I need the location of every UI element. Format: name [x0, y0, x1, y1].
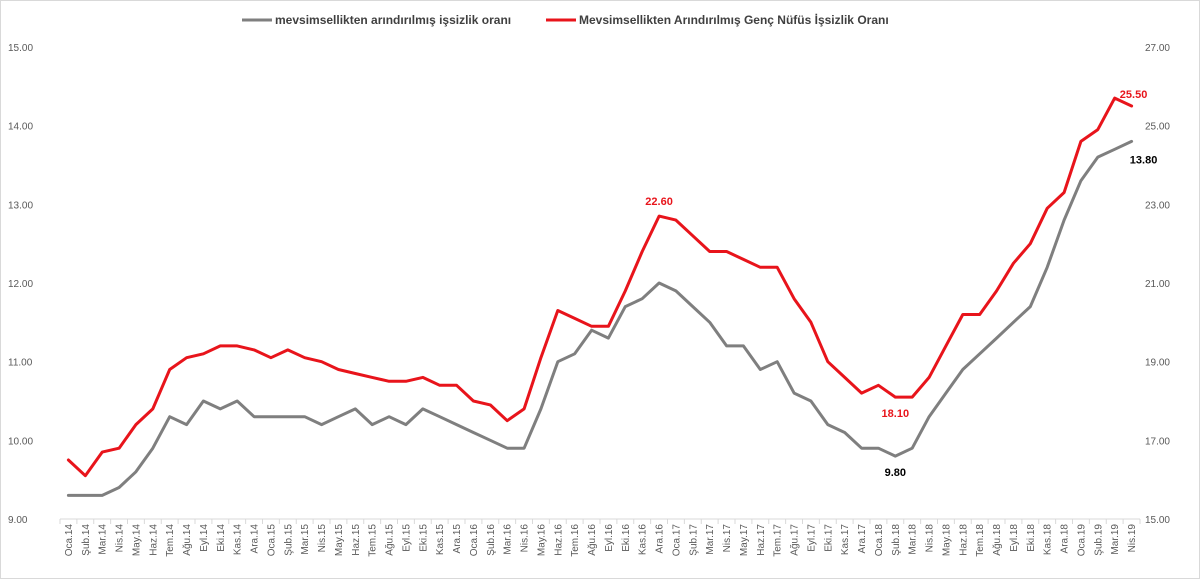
x-tick-label: Tem.14: [165, 524, 176, 557]
x-tick-label: Kas.17: [840, 524, 851, 556]
x-tick-label: Mar.16: [503, 524, 514, 555]
data-label: 18.10: [882, 408, 910, 420]
x-tick-label: May.18: [941, 524, 952, 556]
x-tick-label: May.15: [334, 524, 345, 556]
x-tick-label: Kas.16: [638, 524, 649, 556]
x-tick-label: Ağu.17: [790, 524, 801, 556]
x-tick-label: Eki.17: [823, 524, 834, 552]
x-tick-label: Mar.14: [98, 524, 109, 555]
x-tick-label: Tem.17: [773, 524, 784, 557]
x-tick-label: Eki.14: [216, 524, 227, 552]
youth-unemployment-rate-line: [66, 96, 1134, 478]
x-tick-label: Ağu.18: [992, 524, 1003, 556]
data-label: 25.50: [1120, 89, 1148, 101]
left-tick-label: 13.00: [8, 200, 33, 211]
x-tick-label: Ara.17: [857, 524, 868, 554]
x-tick-label: Oca.17: [671, 524, 682, 557]
x-tick-label: Eki.18: [1026, 524, 1037, 552]
left-tick-label: 15.00: [8, 43, 33, 54]
x-tick-label: May.16: [536, 524, 547, 556]
x-tick-label: Ağu.15: [385, 524, 396, 556]
left-tick-label: 11.00: [8, 358, 33, 369]
x-tick-label: Kas.14: [233, 524, 244, 556]
legend: mevsimsellikten arındırılmış işsizlik or…: [242, 12, 889, 27]
x-tick-label: Ara.16: [655, 524, 666, 554]
x-tick-label: Haz.18: [958, 524, 969, 556]
x-tick-label: Tem.16: [570, 524, 581, 557]
x-tick-label: Şub.15: [283, 524, 294, 556]
x-tick-label: Kas.15: [435, 524, 446, 556]
x-tick-label: May.17: [739, 524, 750, 556]
right-tick-label: 25.00: [1145, 122, 1170, 133]
series-lines: [66, 96, 1134, 497]
x-tick-label: Eki.16: [621, 524, 632, 552]
x-tick-label: Eyl.18: [1009, 524, 1020, 552]
x-tick-label: Ara.15: [452, 524, 463, 554]
x-tick-label: Ara.14: [250, 524, 261, 554]
x-tick-label: Ağu.14: [182, 524, 193, 556]
x-tick-label: Mar.18: [908, 524, 919, 555]
x-tick-label: Şub.17: [688, 524, 699, 556]
x-tick-label: Eyl.17: [806, 524, 817, 552]
left-tick-label: 12.00: [8, 279, 33, 290]
x-tick-label: Haz.16: [553, 524, 564, 556]
left-tick-label: 14.00: [8, 122, 33, 133]
x-tick-label: Oca.14: [64, 524, 75, 557]
x-axis: Oca.14 Şub.14 Mar.14 Nis.14 May.14 Haz.14 Tem.…: [59, 519, 1141, 557]
x-tick-label: Mar.19: [1110, 524, 1121, 555]
x-tick-label: Oca.16: [469, 524, 480, 557]
right-axis: 15.00 17.00 19.00 21.00 23.00 25.00 27.00: [1145, 43, 1170, 526]
left-tick-label: 10.00: [8, 436, 33, 447]
x-tick-label: Oca.19: [1076, 524, 1087, 557]
x-tick-label: May.14: [131, 524, 142, 556]
x-tick-label: Eyl.14: [199, 524, 210, 552]
data-label: 9.80: [885, 467, 906, 479]
x-tick-label: Mar.15: [300, 524, 311, 555]
x-tick-label: Eyl.16: [604, 524, 615, 552]
x-tick-label: Nis.18: [925, 524, 936, 553]
right-tick-label: 19.00: [1145, 358, 1170, 369]
x-tick-label: Şub.18: [891, 524, 902, 556]
x-tick-label: Ağu.16: [587, 524, 598, 556]
unemployment-rate-line: [66, 139, 1134, 497]
x-tick-label: Nis.16: [520, 524, 531, 553]
legend-label: Mevsimsellikten Arındırılmış Genç Nüfüs …: [579, 12, 889, 27]
x-tick-label: Kas.18: [1043, 524, 1054, 556]
x-tick-label: Şub.16: [486, 524, 497, 556]
x-tick-label: Şub.14: [81, 524, 92, 556]
right-tick-label: 23.00: [1145, 200, 1170, 211]
x-tick-label: Haz.15: [351, 524, 362, 556]
x-tick-label: Nis.14: [115, 524, 126, 553]
left-axis: 9.00 10.00 11.00 12.00 13.00 14.00 15.00: [8, 43, 33, 526]
x-tick-label: Eyl.15: [401, 524, 412, 552]
x-tick-label: Haz.14: [148, 524, 159, 556]
left-tick-label: 9.00: [8, 515, 28, 526]
data-label: 22.60: [645, 196, 673, 208]
x-tick-label: Nis.17: [722, 524, 733, 553]
data-labels: 9.80 13.80 22.60 18.10 25.50: [645, 89, 1157, 479]
right-tick-label: 27.00: [1145, 43, 1170, 54]
x-tick-label: Haz.17: [756, 524, 767, 556]
right-tick-label: 17.00: [1145, 436, 1170, 447]
x-tick-label: Eki.15: [418, 524, 429, 552]
right-tick-label: 21.00: [1145, 279, 1170, 290]
x-tick-label: Nis.19: [1127, 524, 1138, 553]
x-tick-label: Tem.15: [368, 524, 379, 557]
x-tick-label: Ara.18: [1060, 524, 1071, 554]
x-tick-label: Tem.18: [975, 524, 986, 557]
x-tick-label: Oca.15: [266, 524, 277, 557]
x-tick-label: Mar.17: [705, 524, 716, 555]
x-tick-label: Nis.15: [317, 524, 328, 553]
data-label: 13.80: [1130, 154, 1158, 166]
legend-label: mevsimsellikten arındırılmış işsizlik or…: [275, 13, 511, 27]
right-tick-label: 15.00: [1145, 515, 1170, 526]
x-tick-label: Oca.18: [874, 524, 885, 557]
x-tick-label: Şub.19: [1093, 524, 1104, 556]
